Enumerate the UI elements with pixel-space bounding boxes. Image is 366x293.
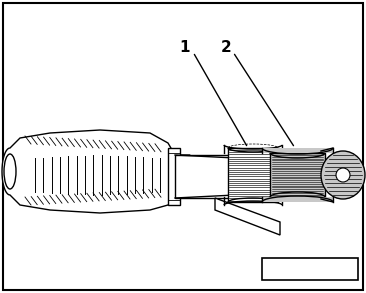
Bar <box>228 148 278 202</box>
Bar <box>270 153 325 197</box>
Bar <box>224 145 282 205</box>
Bar <box>262 258 358 280</box>
Polygon shape <box>2 130 190 213</box>
Bar <box>168 148 180 205</box>
Ellipse shape <box>321 151 365 199</box>
Text: A40-0157: A40-0157 <box>283 264 337 274</box>
Polygon shape <box>262 197 333 202</box>
Ellipse shape <box>4 154 16 189</box>
Polygon shape <box>215 198 280 235</box>
Bar <box>175 155 235 198</box>
Polygon shape <box>262 148 333 153</box>
Text: 2: 2 <box>221 40 231 55</box>
Text: 1: 1 <box>180 40 190 55</box>
Ellipse shape <box>336 168 350 182</box>
